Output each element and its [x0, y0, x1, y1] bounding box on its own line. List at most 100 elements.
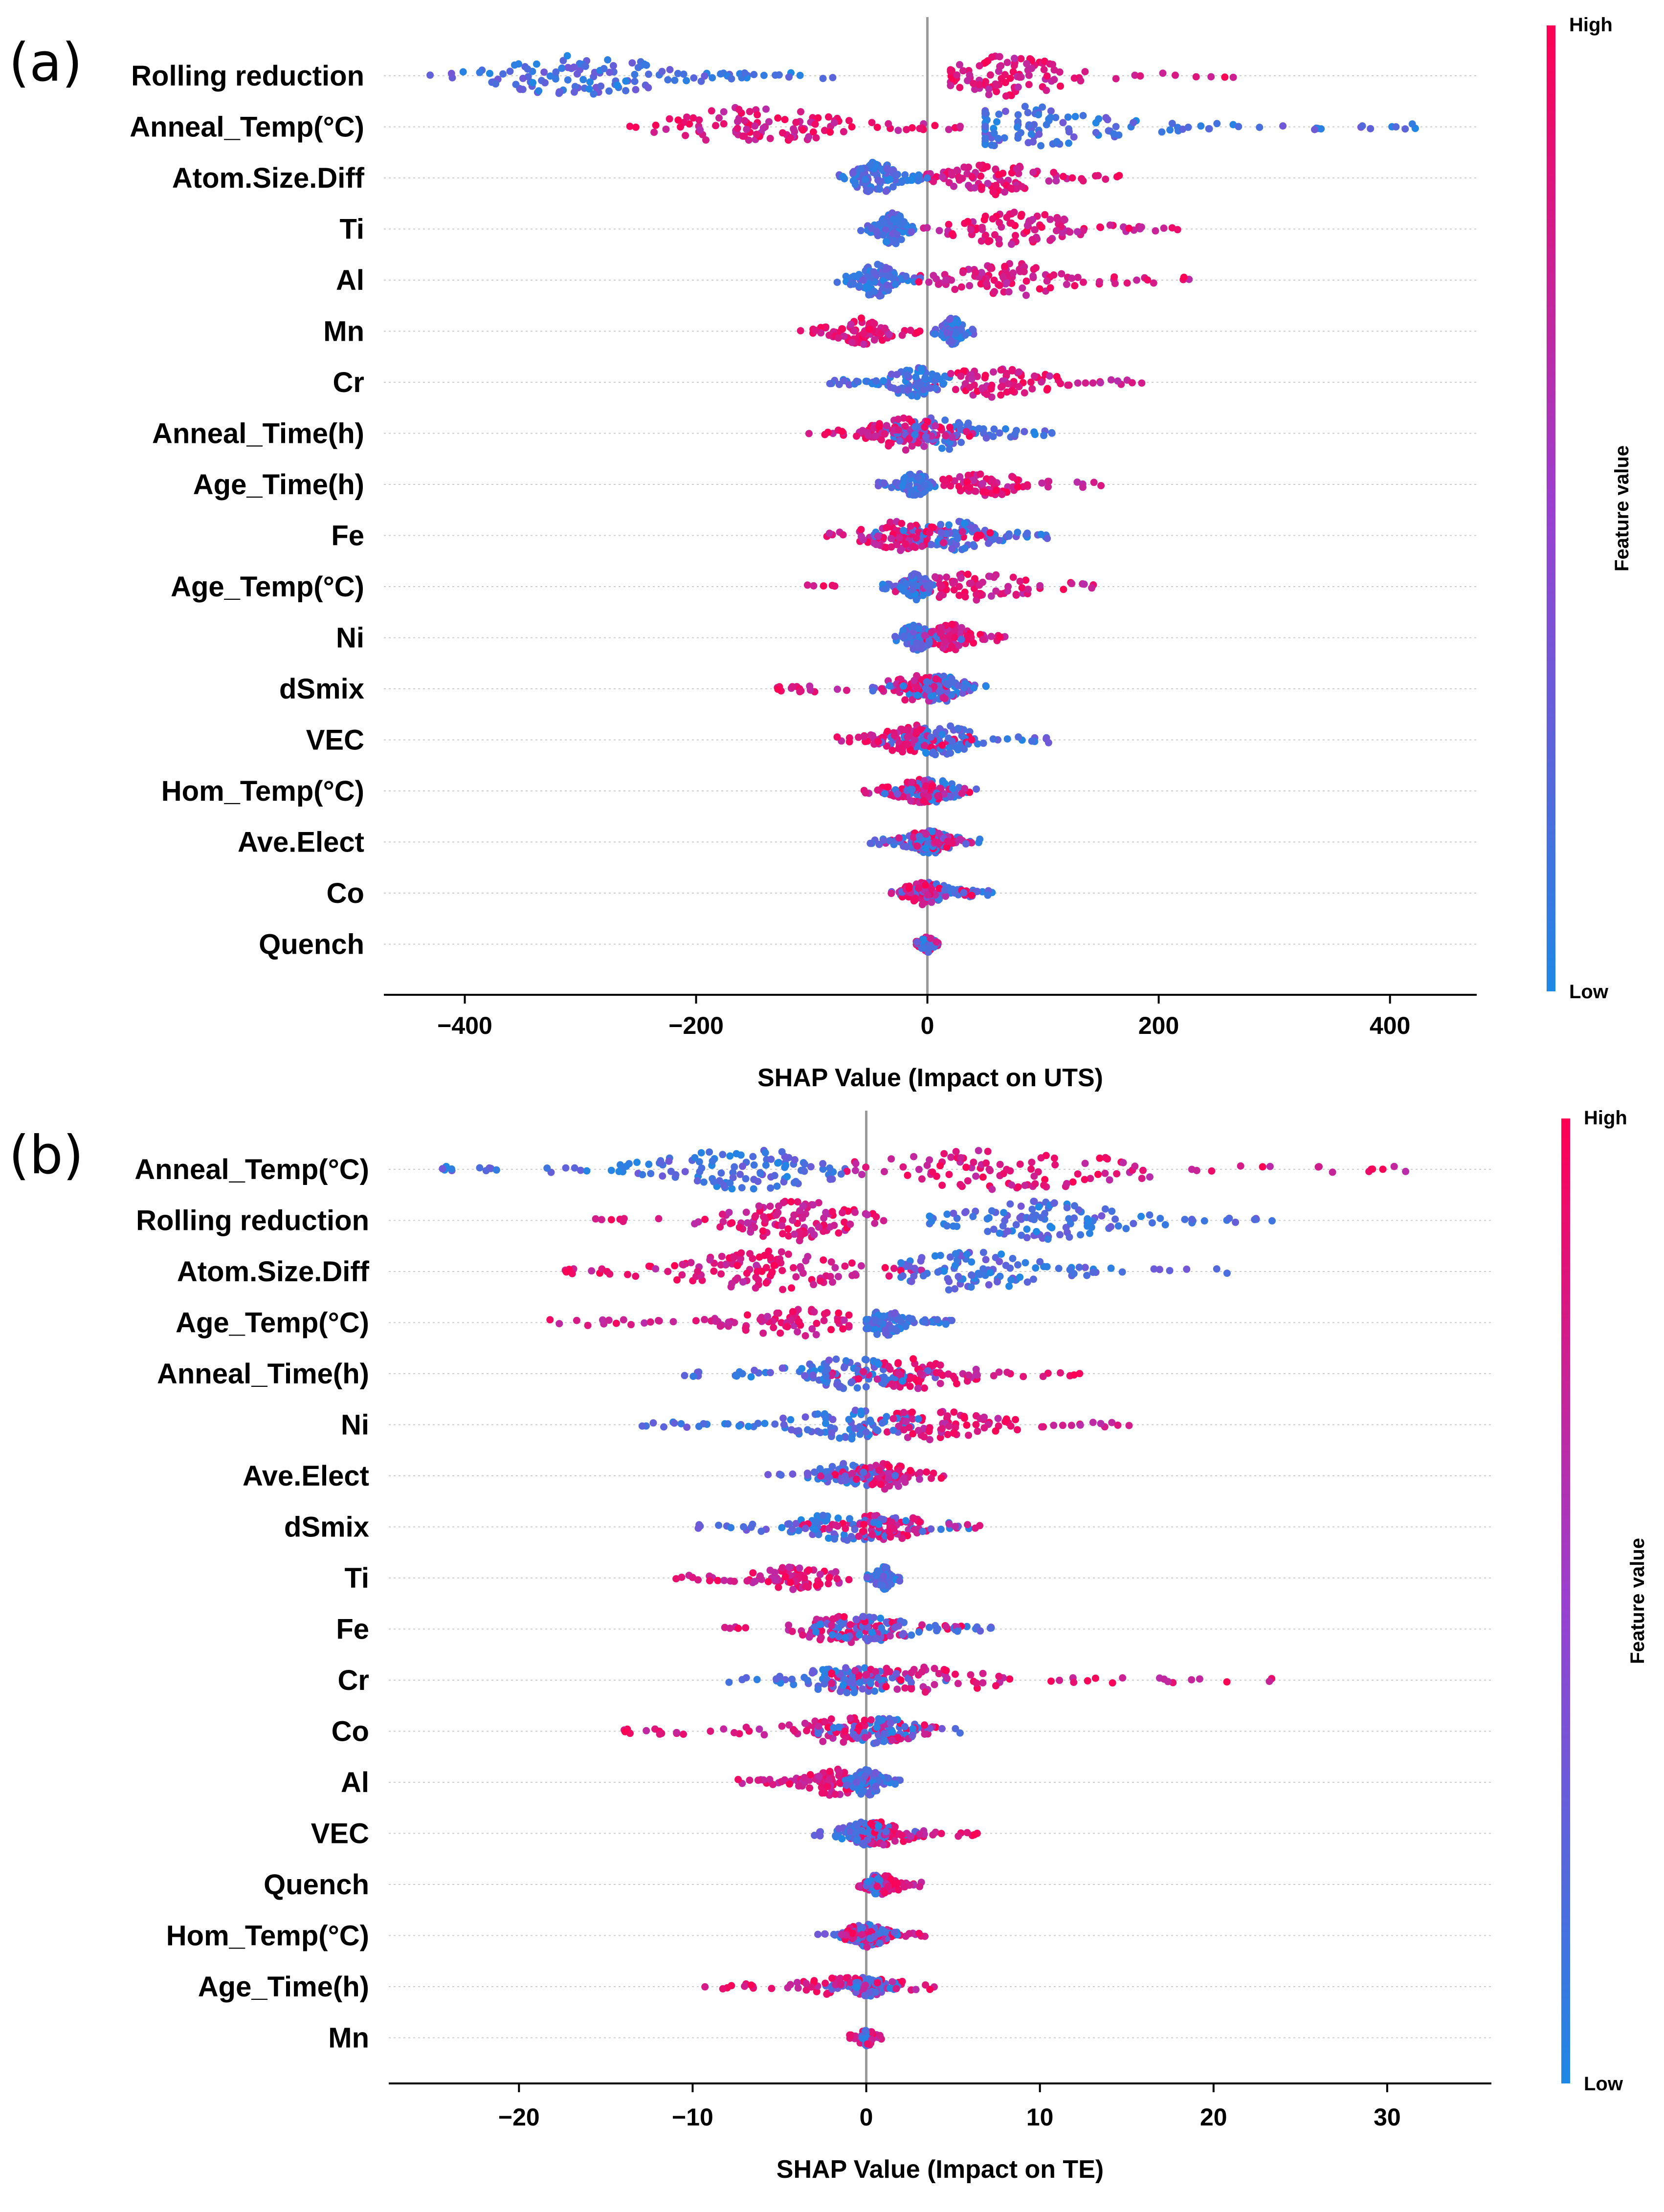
shap-point: [790, 125, 798, 133]
shap-point: [733, 1372, 740, 1380]
shap-point: [1065, 128, 1073, 136]
shap-point: [683, 113, 690, 121]
shap-point: [863, 1315, 870, 1323]
shap-point: [996, 1258, 1003, 1266]
shap-point: [867, 224, 875, 232]
shap-point: [833, 1575, 841, 1582]
shap-point: [929, 524, 937, 531]
shap-point: [880, 1217, 887, 1225]
shap-point: [839, 1209, 846, 1217]
shap-point: [967, 579, 975, 587]
shap-point: [877, 329, 885, 337]
shap-point: [812, 1331, 820, 1338]
shap-point: [1050, 169, 1058, 176]
shap-point: [1059, 1422, 1066, 1429]
shap-point: [966, 483, 974, 491]
shap-point: [947, 722, 954, 730]
shap-point: [1044, 1235, 1052, 1243]
shap-point: [1166, 1267, 1174, 1274]
shap-point: [902, 446, 910, 454]
shap-point: [764, 1578, 772, 1585]
shap-point: [912, 381, 920, 389]
shap-point: [942, 1320, 950, 1328]
shap-point: [624, 1270, 631, 1278]
shap-point: [552, 68, 560, 76]
shap-point: [801, 1372, 809, 1380]
shap-point: [1023, 60, 1031, 67]
shap-point: [1200, 1217, 1208, 1225]
feature-label: VEC: [306, 724, 364, 756]
feature-label: Quench: [259, 929, 364, 961]
shap-point: [622, 77, 630, 85]
shap-point: [957, 574, 965, 582]
shap-point: [1023, 529, 1031, 537]
shap-point: [907, 1375, 914, 1382]
shap-point: [919, 943, 927, 951]
shap-point: [871, 1220, 879, 1227]
shap-point: [916, 1469, 924, 1476]
shap-point: [1038, 1214, 1045, 1222]
shap-point: [1107, 1264, 1115, 1272]
shap-point: [862, 1163, 870, 1171]
shap-point: [880, 1380, 887, 1387]
shap-point: [1090, 479, 1098, 486]
shap-point: [683, 1424, 691, 1431]
feature-label: Cr: [333, 367, 364, 398]
shap-point: [995, 536, 1003, 544]
shap-point: [905, 482, 913, 490]
shap-point: [931, 122, 939, 130]
shap-point: [628, 59, 636, 67]
shap-point: [812, 1518, 820, 1526]
shap-point: [1096, 223, 1104, 231]
beeswarm-row: [803, 570, 1097, 604]
shap-point: [715, 114, 723, 122]
shap-point: [900, 1409, 908, 1416]
x-tick-label: 200: [1138, 1012, 1179, 1039]
shap-point: [839, 173, 846, 180]
shap-point: [981, 140, 989, 148]
shap-point: [1044, 483, 1052, 491]
shap-point: [982, 434, 990, 442]
shap-point: [768, 1268, 776, 1276]
shap-point: [941, 638, 949, 646]
shap-point: [730, 1254, 738, 1261]
shap-point: [1188, 1216, 1196, 1223]
shap-point: [752, 1212, 759, 1220]
shap-point: [1007, 1276, 1015, 1284]
shap-point: [649, 1419, 657, 1427]
shap-point: [933, 372, 941, 380]
shap-point: [1133, 276, 1141, 284]
shap-point: [820, 1256, 827, 1264]
shap-point: [871, 1316, 879, 1324]
shap-point: [1114, 377, 1122, 385]
shap-point: [939, 539, 947, 547]
shap-point: [947, 82, 954, 89]
shap-point: [843, 686, 850, 694]
shap-point: [963, 632, 971, 640]
shap-point: [1033, 1228, 1041, 1235]
shap-point: [903, 126, 910, 133]
shap-point: [962, 840, 970, 848]
shap-point: [700, 1178, 708, 1186]
shap-point: [978, 183, 985, 191]
shap-point: [949, 785, 956, 792]
shap-point: [1024, 109, 1032, 116]
shap-point: [555, 1320, 563, 1328]
shap-point: [1021, 389, 1028, 397]
shap-point: [887, 371, 895, 378]
shap-point: [797, 327, 804, 335]
shap-point: [908, 1278, 915, 1285]
shap-point: [1268, 1217, 1276, 1225]
shap-point: [902, 272, 910, 280]
shap-point: [1039, 103, 1046, 111]
shap-point: [956, 473, 964, 481]
shap-point: [840, 1316, 848, 1324]
shap-point: [902, 1517, 910, 1525]
shap-point: [889, 1426, 897, 1434]
shap-point: [796, 71, 804, 79]
shap-point: [1040, 1182, 1048, 1189]
shap-point: [586, 78, 594, 86]
shap-point: [694, 1268, 702, 1275]
shap-point: [897, 1259, 905, 1267]
shap-point: [978, 223, 986, 231]
